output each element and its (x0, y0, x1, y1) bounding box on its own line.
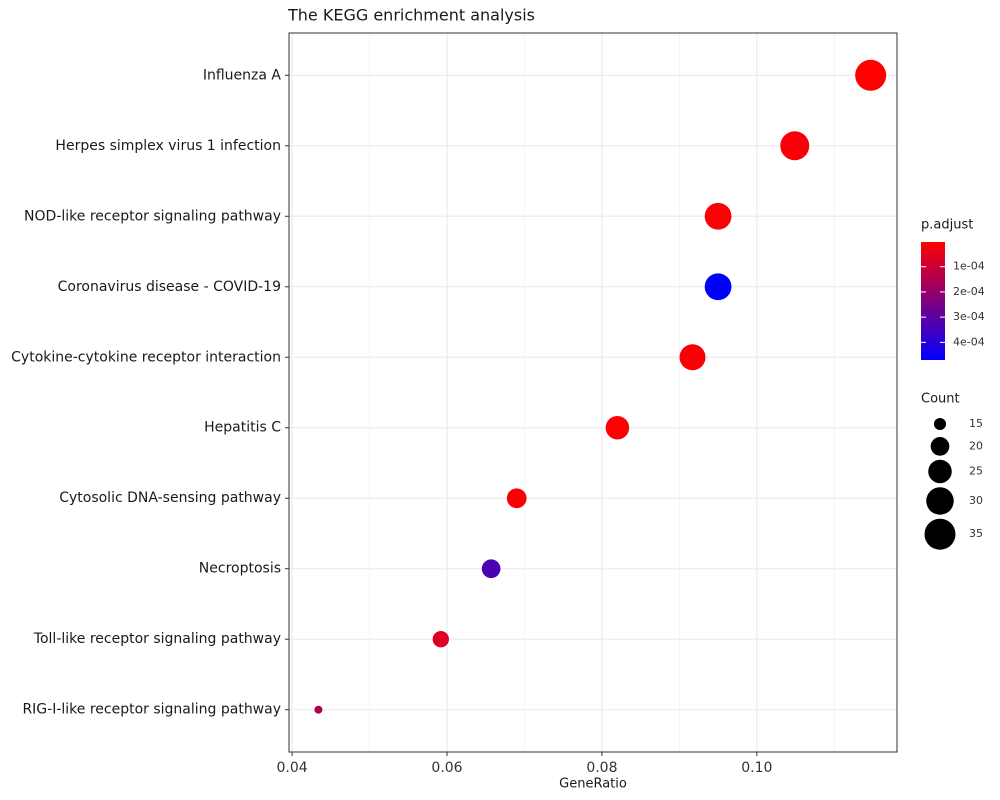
colorbar (921, 242, 945, 360)
colorbar-label: 1e-04 (953, 260, 985, 273)
dot (481, 559, 501, 579)
y-tick-label: RIG-I-like receptor signaling pathway (22, 702, 281, 718)
size-label: 25 (969, 464, 983, 477)
dot (605, 415, 630, 440)
y-tick-label: Toll-like receptor signaling pathway (33, 631, 281, 647)
y-tick-label: Coronavirus disease - COVID-19 (58, 279, 281, 295)
dot (780, 131, 810, 161)
panel-border (288, 32, 898, 753)
size-key (926, 487, 954, 515)
dot (704, 273, 732, 301)
y-tick-label: Necroptosis (199, 561, 281, 577)
colorbar-label: 4e-04 (953, 335, 985, 348)
dot (855, 59, 887, 91)
y-tick-label: Herpes simplex virus 1 infection (55, 138, 281, 154)
dot (314, 705, 323, 714)
y-tick-label: Cytokine-cytokine receptor interaction (11, 349, 281, 365)
y-tick-label: NOD-like receptor signaling pathway (24, 208, 281, 224)
chart-title: The KEGG enrichment analysis (287, 6, 535, 25)
color-legend-title: p.adjust (921, 218, 973, 233)
size-label: 15 (969, 417, 983, 430)
size-legend-title: Count (921, 392, 960, 407)
dot (704, 202, 732, 230)
x-tick-label: 0.04 (277, 760, 308, 776)
size-key (933, 417, 947, 431)
x-tick-label: 0.10 (741, 760, 772, 776)
x-axis-title: GeneRatio (559, 777, 627, 792)
y-tick-label: Influenza A (203, 67, 282, 83)
y-tick-label: Hepatitis C (204, 420, 281, 436)
dot (432, 631, 449, 648)
size-label: 35 (969, 527, 983, 540)
size-key (930, 437, 950, 456)
dot (506, 488, 527, 509)
x-tick-label: 0.08 (586, 760, 617, 776)
size-label: 20 (969, 439, 983, 452)
size-label: 30 (969, 494, 983, 507)
colorbar-label: 2e-04 (953, 285, 985, 298)
size-key (924, 518, 956, 550)
y-tick-label: Cytosolic DNA-sensing pathway (59, 490, 281, 506)
dot (679, 344, 706, 371)
colorbar-label: 3e-04 (953, 310, 985, 323)
x-tick-label: 0.06 (431, 760, 462, 776)
size-key (928, 459, 952, 484)
